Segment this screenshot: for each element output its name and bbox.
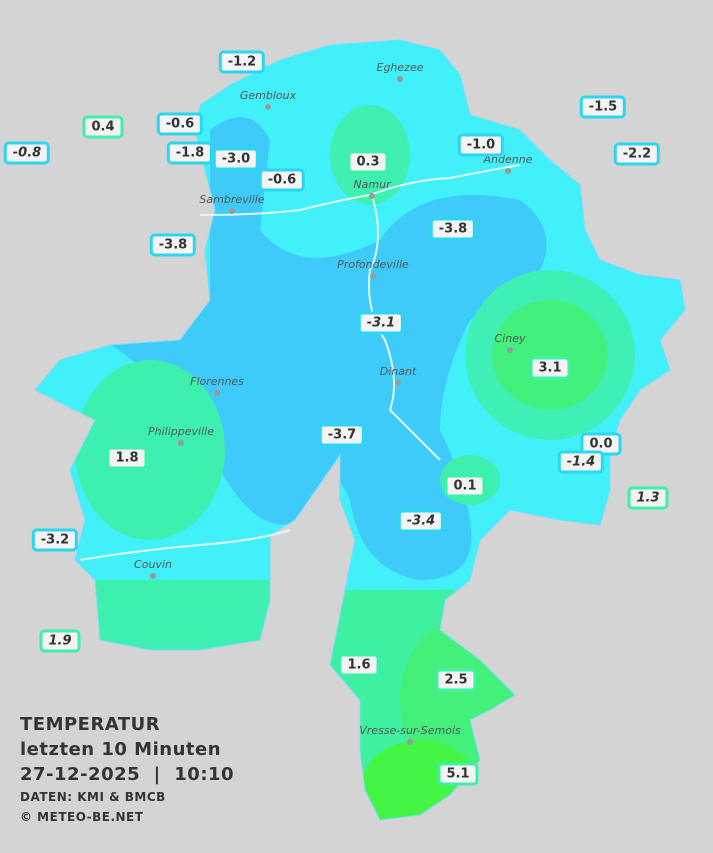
town-label: Eghezee — [377, 61, 424, 74]
station-value: -3.8 — [429, 217, 477, 241]
station-value: -3.4 — [397, 509, 445, 533]
legend-copyright: © METEO-BE.NET — [20, 810, 144, 824]
station-value: -1.4 — [557, 450, 605, 474]
station-value: 2.5 — [435, 668, 477, 692]
town-label: Dinant — [380, 365, 417, 378]
town-dot — [370, 273, 376, 279]
station-value: -3.8 — [149, 233, 197, 257]
station-value: 0.1 — [444, 474, 486, 498]
legend-datetime: 27-12-2025 | 10:10 — [20, 764, 235, 785]
station-value: 1.8 — [106, 446, 148, 470]
town-label: Sambreville — [199, 193, 264, 206]
river — [79, 529, 291, 561]
station-value: -0.8 — [3, 141, 51, 165]
legend: TEMPERATUR letzten 10 Minuten 27-12-2025… — [20, 712, 234, 827]
town-label: Florennes — [190, 375, 244, 388]
town-dot — [265, 104, 271, 110]
station-value: 3.1 — [529, 356, 571, 380]
station-value: -1.5 — [579, 95, 627, 119]
legend-title: TEMPERATUR — [20, 714, 161, 735]
town-label: Ciney — [495, 332, 526, 345]
town-label: Profondeville — [337, 258, 409, 271]
towns: EghezeeGemblouxAndenneNamurSambrevillePr… — [134, 61, 533, 745]
town-dot — [178, 440, 184, 446]
station-value: -1.2 — [218, 50, 266, 74]
town-label: Couvin — [134, 558, 172, 571]
town-dot — [150, 573, 156, 579]
station-value: 5.1 — [437, 762, 479, 786]
town-label: Gembloux — [240, 89, 297, 102]
town-dot — [214, 390, 220, 396]
station-value: -3.1 — [357, 311, 405, 335]
station-value: 1.3 — [627, 486, 669, 510]
town-dot — [397, 76, 403, 82]
station-value: 1.6 — [338, 653, 380, 677]
legend-subtitle: letzten 10 Minuten — [20, 739, 222, 760]
station-value: -1.0 — [457, 133, 505, 157]
town-dot — [369, 193, 375, 199]
station-value: -3.2 — [31, 528, 79, 552]
town-dot — [229, 208, 235, 214]
town-label: Philippeville — [148, 425, 214, 438]
river — [368, 194, 441, 461]
station-value: 0.4 — [82, 115, 124, 139]
legend-source: DATEN: KMI & BMCB — [20, 790, 166, 804]
town-dot — [407, 739, 413, 745]
town-dot — [505, 168, 511, 174]
station-value: -3.0 — [212, 147, 260, 171]
station-value: 1.9 — [39, 629, 81, 653]
station-value: -3.7 — [318, 423, 366, 447]
station-value: -2.2 — [613, 142, 661, 166]
station-value: -0.6 — [258, 168, 306, 192]
town-dot — [507, 347, 513, 353]
town-label: Namur — [353, 178, 392, 191]
station-value: -1.8 — [166, 141, 214, 165]
station-value: -0.6 — [156, 112, 204, 136]
station-value: 0.3 — [347, 150, 389, 174]
town-dot — [395, 380, 401, 386]
town-label: Vresse-sur-Semois — [359, 724, 461, 737]
